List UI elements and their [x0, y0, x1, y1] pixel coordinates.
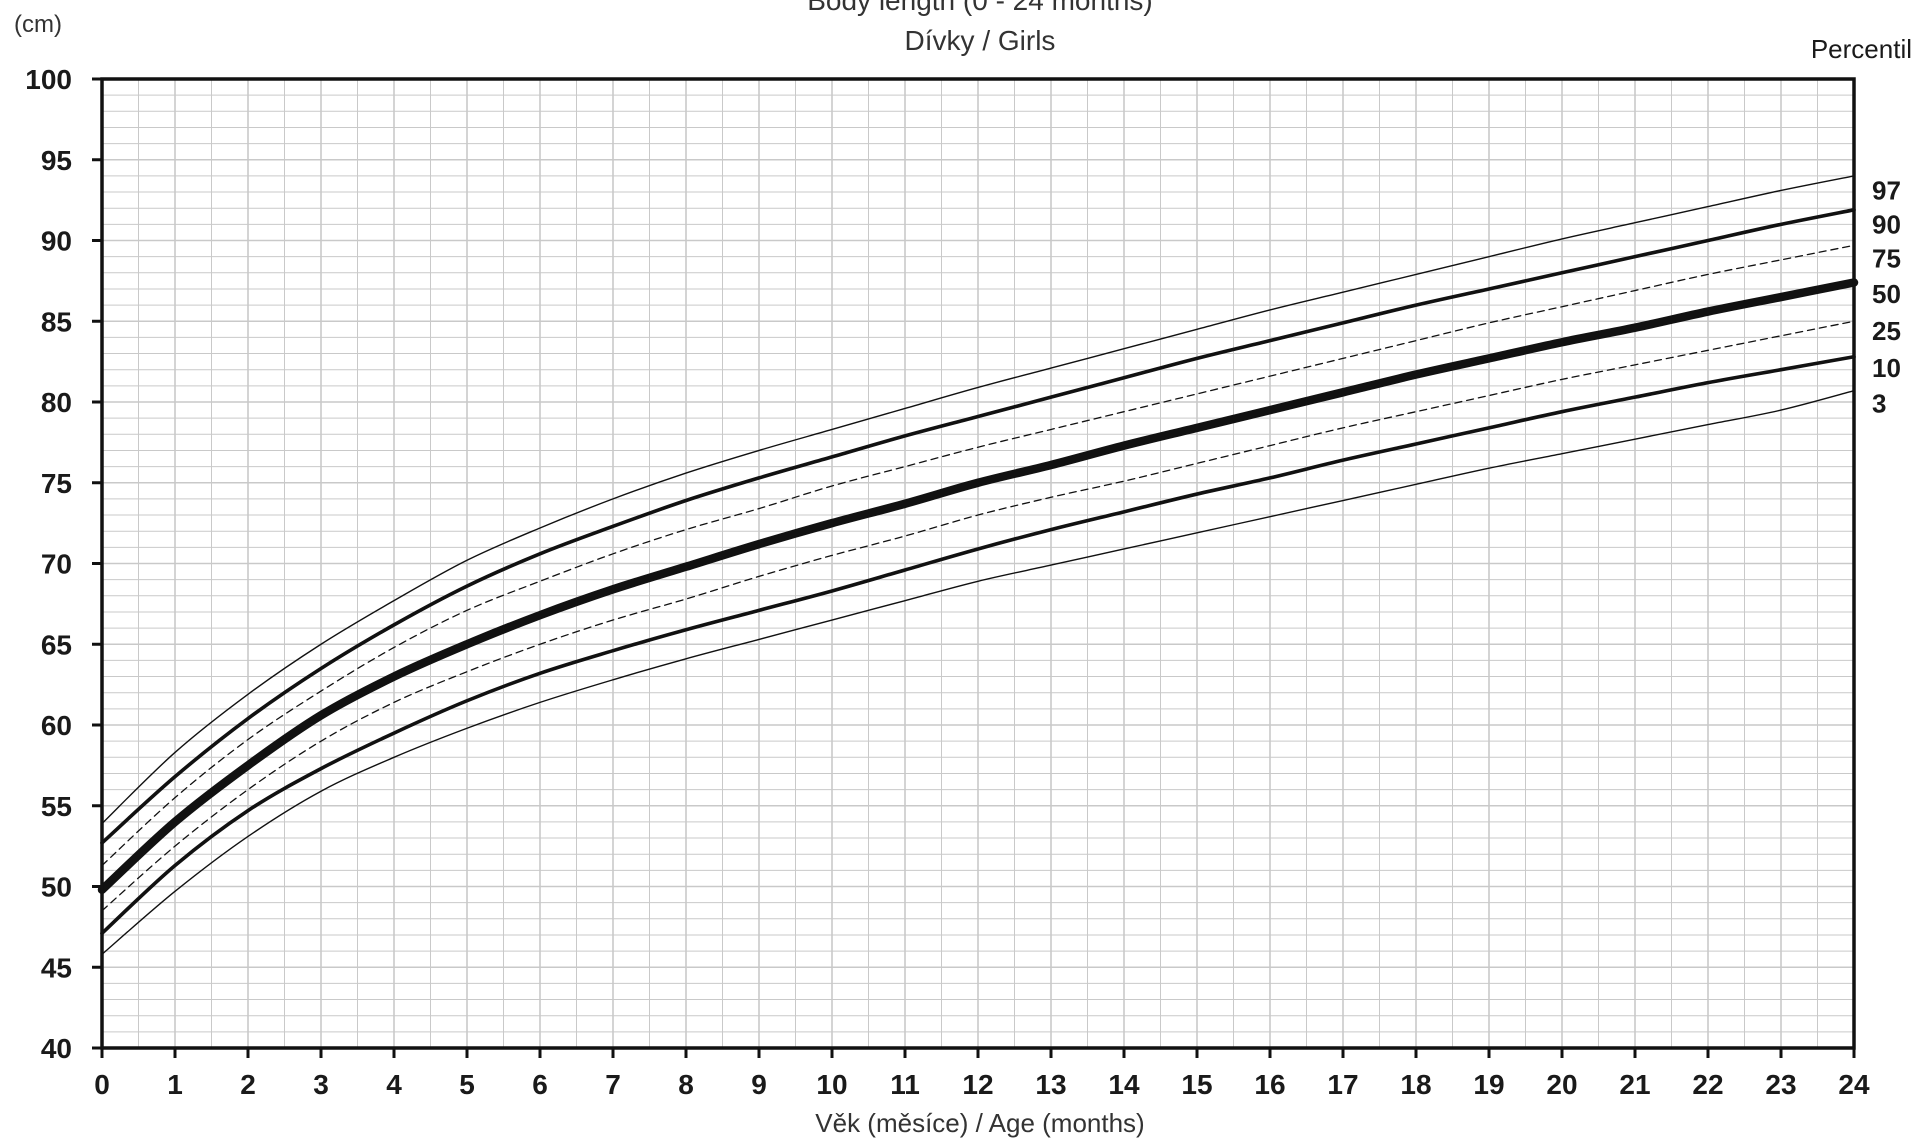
y-tick-labels: 40 45 50 55 60 65 70 75 80 85 90 95 100: [25, 64, 72, 1064]
x-tick-label-13: 13: [1035, 1069, 1066, 1100]
x-tick-label-14: 14: [1108, 1069, 1140, 1100]
grid: [101, 78, 1855, 1049]
series-line-p25: [101, 320, 1855, 912]
x-tick-label-15: 15: [1181, 1069, 1212, 1100]
y-tick-label-45: 45: [41, 952, 72, 983]
legend-title: Percentil: [1811, 34, 1912, 64]
chart-title: Body length (0 - 24 months): [807, 0, 1153, 16]
percentile-label-50: 50: [1872, 279, 1901, 309]
percentile-label-25: 25: [1872, 316, 1901, 346]
x-tick-label-24: 24: [1838, 1069, 1870, 1100]
x-tick-label-18: 18: [1400, 1069, 1431, 1100]
y-tick-label-50: 50: [41, 872, 72, 903]
x-tick-label-8: 8: [678, 1069, 694, 1100]
x-tick-label-0: 0: [94, 1069, 110, 1100]
percentile-label-97: 97: [1872, 175, 1901, 205]
series-line-p75: [101, 244, 1855, 867]
y-tick-label-70: 70: [41, 549, 72, 580]
series-line-p10: [100, 354, 1856, 936]
x-tick-label-19: 19: [1473, 1069, 1504, 1100]
series-line-p3: [101, 389, 1855, 956]
x-tick-label-21: 21: [1619, 1069, 1650, 1100]
chart-subtitle: Dívky / Girls: [905, 25, 1056, 56]
axes: [92, 77, 1856, 1058]
x-tick-labels: 0 1 2 3 4 5 6 7 8 9 10 11 12 13 14 15 16 17 18 19 20 21 22 23 24: [94, 1069, 1870, 1100]
x-tick-label-16: 16: [1254, 1069, 1285, 1100]
x-tick-label-9: 9: [751, 1069, 767, 1100]
x-axis-label: Věk (měsíce) / Age (months): [815, 1108, 1144, 1138]
y-tick-label-55: 55: [41, 791, 72, 822]
x-tick-label-1: 1: [167, 1069, 183, 1100]
series-group: [97, 175, 1859, 956]
x-tick-label-2: 2: [240, 1069, 256, 1100]
y-tick-label-100: 100: [25, 64, 72, 95]
x-tick-label-17: 17: [1327, 1069, 1358, 1100]
y-tick-label-40: 40: [41, 1033, 72, 1064]
y-tick-label-60: 60: [41, 710, 72, 741]
percentile-labels: 97 90 75 50 25 10 3: [1872, 175, 1901, 418]
y-tick-label-90: 90: [41, 226, 72, 257]
series-line-p90: [100, 208, 1856, 845]
percentile-label-10: 10: [1872, 353, 1901, 383]
x-tick-label-3: 3: [313, 1069, 329, 1100]
x-tick-label-12: 12: [962, 1069, 993, 1100]
series-line-p50: [97, 278, 1859, 894]
x-tick-label-20: 20: [1546, 1069, 1577, 1100]
series-line-p97: [101, 175, 1855, 825]
y-tick-label-80: 80: [41, 387, 72, 418]
x-tick-label-7: 7: [605, 1069, 621, 1100]
x-tick-label-11: 11: [890, 1069, 920, 1100]
y-axis-label: (cm): [14, 11, 62, 38]
percentile-label-3: 3: [1872, 389, 1886, 419]
x-tick-label-6: 6: [532, 1069, 548, 1100]
percentile-label-90: 90: [1872, 209, 1901, 239]
x-tick-label-10: 10: [816, 1069, 847, 1100]
x-tick-label-5: 5: [459, 1069, 475, 1100]
y-tick-label-75: 75: [41, 468, 72, 499]
y-tick-label-65: 65: [41, 629, 72, 660]
x-tick-label-23: 23: [1765, 1069, 1796, 1100]
y-tick-label-85: 85: [41, 306, 72, 337]
x-tick-label-22: 22: [1692, 1069, 1723, 1100]
percentile-label-75: 75: [1872, 243, 1901, 273]
y-tick-label-95: 95: [41, 145, 72, 176]
x-tick-label-4: 4: [386, 1069, 402, 1100]
